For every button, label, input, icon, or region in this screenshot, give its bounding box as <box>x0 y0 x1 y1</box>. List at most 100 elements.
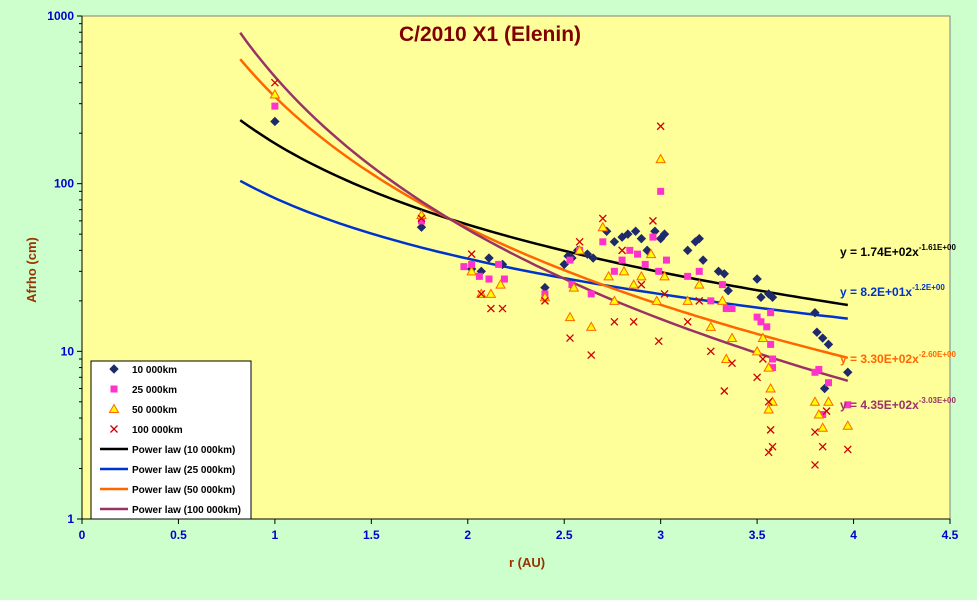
data-point <box>651 295 663 305</box>
data-point <box>843 367 853 377</box>
data-point <box>645 248 657 259</box>
data-point <box>728 305 736 313</box>
data-point <box>660 289 669 298</box>
data-point <box>757 318 765 326</box>
x-tick-label: 2 <box>464 528 471 542</box>
data-point <box>695 267 703 275</box>
data-point <box>475 272 483 280</box>
data-point <box>629 317 638 326</box>
data-points <box>269 78 854 469</box>
data-point <box>269 89 281 99</box>
data-point <box>641 260 649 268</box>
legend-box <box>90 360 252 520</box>
legend-label: Power law (100 000km) <box>132 505 241 516</box>
data-point <box>726 332 738 343</box>
legend-label: 25 000km <box>132 385 177 396</box>
data-point <box>752 274 762 284</box>
data-point <box>705 321 717 331</box>
data-point <box>768 442 777 451</box>
data-point <box>843 445 852 454</box>
data-point <box>585 321 597 331</box>
data-point <box>817 422 829 432</box>
data-point <box>682 295 694 305</box>
data-point <box>564 311 576 322</box>
x-tick-label: 0 <box>79 528 86 542</box>
data-point <box>811 368 819 376</box>
x-tick-label: 4.5 <box>942 528 959 542</box>
data-point <box>767 309 775 317</box>
data-point <box>842 420 854 430</box>
data-point <box>500 275 508 283</box>
y-tick-label: 10 <box>61 344 75 358</box>
data-point <box>609 237 620 247</box>
data-point <box>636 270 647 281</box>
data-point <box>695 296 704 305</box>
legend-label: 50 000km <box>132 405 177 416</box>
fit-equation-exponent: -1.61E+00 <box>919 243 957 252</box>
data-point <box>582 249 593 259</box>
fit-line <box>239 179 848 320</box>
data-point <box>498 304 507 313</box>
x-tick-label: 0.5 <box>170 528 187 542</box>
fit-equation-base: y = 4.35E+02x <box>840 398 919 412</box>
data-point <box>823 396 834 406</box>
data-point <box>477 289 486 298</box>
data-point <box>566 256 574 264</box>
data-point <box>648 216 657 225</box>
x-tick-label: 4 <box>850 528 857 542</box>
legend-label: Power law (10 000km) <box>132 445 235 456</box>
fit-equation: y = 4.35E+02x-3.03E+00 <box>840 396 956 412</box>
legend-label: 100 000km <box>132 425 183 436</box>
data-point <box>270 116 280 127</box>
data-point <box>416 222 427 232</box>
data-point <box>662 256 670 264</box>
legend-marker <box>109 364 119 374</box>
data-point <box>417 214 426 223</box>
data-point <box>717 295 728 305</box>
data-point <box>649 233 657 241</box>
fit-equation-base: y = 8.2E+01x <box>840 285 912 299</box>
data-point <box>597 221 609 232</box>
data-point <box>568 282 580 292</box>
data-point <box>758 355 767 363</box>
data-point <box>769 364 777 372</box>
data-point <box>656 122 665 131</box>
fit-line <box>239 32 849 383</box>
x-tick-label: 1 <box>272 528 279 542</box>
x-axis-title: r (AU) <box>509 555 545 570</box>
data-point <box>618 246 627 255</box>
data-point <box>609 295 620 305</box>
legend-label: Power law (50 000km) <box>132 485 235 496</box>
data-point <box>683 317 692 326</box>
data-point <box>823 339 834 350</box>
legend-marker <box>110 425 118 433</box>
data-point <box>766 425 775 434</box>
fit-line <box>239 119 848 307</box>
data-point <box>460 263 468 271</box>
data-point <box>764 397 773 406</box>
fit-equation-exponent: -2.60E+00 <box>919 350 957 359</box>
data-point <box>684 272 692 280</box>
data-point <box>753 373 762 382</box>
data-point <box>603 270 614 281</box>
data-point <box>719 269 730 279</box>
data-point <box>540 296 549 305</box>
fit-equation-exponent: -1.2E+00 <box>912 283 945 292</box>
legend: 10 000km 25 000km 50 000km 100 000km Power l… <box>90 360 252 520</box>
data-point <box>720 387 729 395</box>
legend-marker <box>110 385 118 393</box>
data-point <box>812 327 822 337</box>
fit-equation: y = 8.2E+01x-1.2E+00 <box>840 283 945 299</box>
data-point <box>706 347 715 356</box>
data-point <box>707 297 715 305</box>
data-point <box>568 281 576 289</box>
data-point <box>574 244 586 255</box>
data-point <box>618 256 626 264</box>
fit-equations: y = 1.74E+02x-1.61E+00 y = 8.2E+01x-1.2E+… <box>840 243 956 412</box>
data-point <box>756 292 766 303</box>
y-tick-label: 1000 <box>47 9 74 23</box>
data-point <box>728 359 736 368</box>
data-point <box>763 403 775 414</box>
data-point <box>485 288 497 298</box>
